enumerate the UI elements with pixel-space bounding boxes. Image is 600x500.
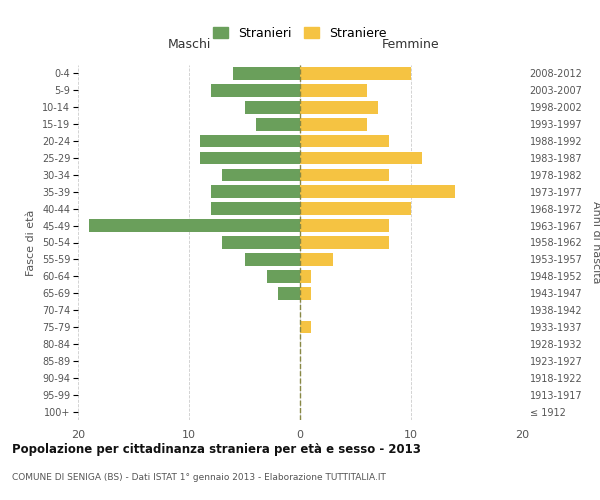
Text: Femmine: Femmine: [382, 38, 440, 51]
Bar: [256, 118, 300, 130]
Bar: [233, 67, 300, 80]
Bar: [200, 152, 300, 164]
Bar: [300, 67, 411, 80]
Bar: [266, 270, 300, 282]
Bar: [300, 84, 367, 96]
Bar: [300, 320, 311, 334]
Bar: [222, 236, 300, 249]
Bar: [300, 168, 389, 181]
Bar: [211, 186, 300, 198]
Bar: [89, 220, 300, 232]
Bar: [300, 101, 378, 114]
Legend: Stranieri, Straniere: Stranieri, Straniere: [208, 22, 392, 44]
Bar: [300, 253, 334, 266]
Bar: [245, 101, 300, 114]
Bar: [300, 202, 411, 215]
Bar: [211, 202, 300, 215]
Text: COMUNE DI SENIGA (BS) - Dati ISTAT 1° gennaio 2013 - Elaborazione TUTTITALIA.IT: COMUNE DI SENIGA (BS) - Dati ISTAT 1° ge…: [12, 472, 386, 482]
Bar: [245, 253, 300, 266]
Bar: [300, 236, 389, 249]
Text: Maschi: Maschi: [167, 38, 211, 51]
Y-axis label: Fasce di età: Fasce di età: [26, 210, 37, 276]
Text: Popolazione per cittadinanza straniera per età e sesso - 2013: Popolazione per cittadinanza straniera p…: [12, 442, 421, 456]
Bar: [222, 168, 300, 181]
Bar: [300, 134, 389, 147]
Bar: [200, 134, 300, 147]
Bar: [300, 118, 367, 130]
Bar: [300, 287, 311, 300]
Bar: [278, 287, 300, 300]
Bar: [300, 152, 422, 164]
Bar: [211, 84, 300, 96]
Bar: [300, 220, 389, 232]
Bar: [300, 186, 455, 198]
Y-axis label: Anni di nascita: Anni di nascita: [591, 201, 600, 284]
Bar: [300, 270, 311, 282]
